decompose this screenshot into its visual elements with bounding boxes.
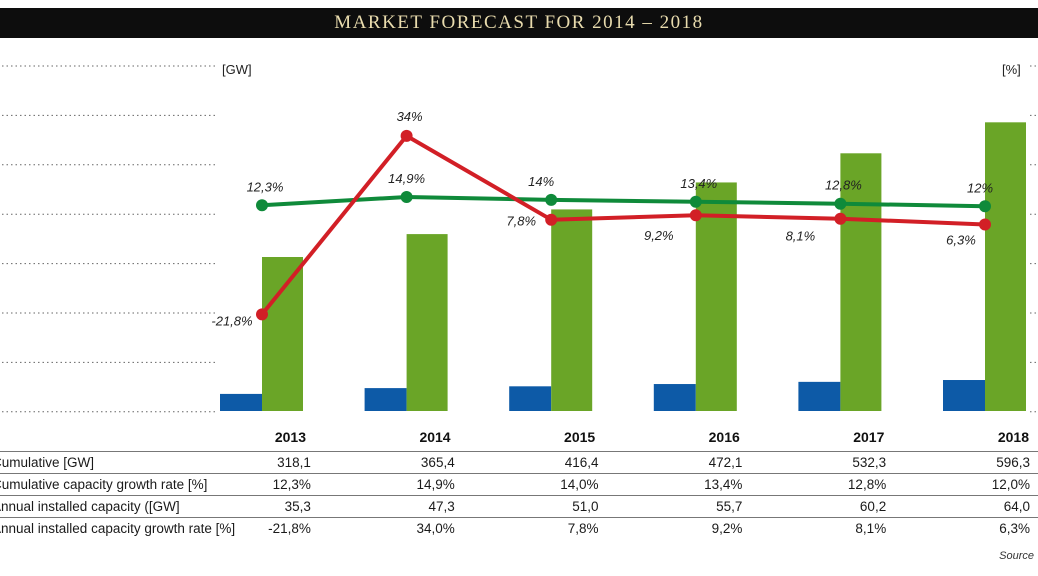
table-cell-pad	[1030, 517, 1038, 539]
bar-cumulative-2013	[262, 257, 303, 411]
point-annual_growth-2016	[689, 209, 702, 222]
point-cumulative_growth-2013	[256, 199, 268, 212]
point-annual_growth-2018	[979, 218, 991, 231]
right-gridlines	[1030, 65, 1038, 413]
x-tick-2018: 2018	[998, 429, 1029, 445]
bar-annual-2018	[943, 380, 985, 411]
table-cell: 6,3%	[886, 517, 1031, 539]
bar-cumulative-2018	[985, 122, 1026, 412]
table-row-label: Annual installed capacity growth rate [%…	[0, 517, 236, 539]
table-cell: 472,1	[598, 451, 743, 474]
table-cell-pad	[1030, 473, 1038, 496]
bar-series	[220, 122, 1026, 412]
line-cumulative_growth	[261, 194, 986, 209]
bar-cumulative-2017	[840, 153, 882, 411]
table-cell: 64,0	[886, 495, 1031, 518]
table-cell: 7,8%	[454, 517, 599, 539]
line-series: 12,3% 14,9% 14% 13,4% 12,8% 12% -21,8% 34% 7,8% 9…	[211, 109, 993, 329]
bar-annual-2017	[798, 381, 841, 411]
table-cell: 13,4%	[598, 473, 743, 496]
point-annual_growth-2014	[400, 129, 413, 142]
table-cell: 8,1%	[742, 517, 887, 539]
left-gridlines	[2, 65, 215, 413]
point-annual_growth-2015	[545, 213, 558, 226]
table-row-label: Cumulative capacity growth rate [%]	[0, 473, 236, 496]
chart-title: MARKET FORECAST FOR 2014 – 2018	[334, 12, 704, 33]
table-cell-pad	[1030, 451, 1038, 474]
bar-annual-2015	[509, 386, 552, 411]
point-cumulative_growth-2018	[979, 200, 991, 213]
table-cell: 14,0%	[454, 473, 599, 496]
x-tick-2013: 2013	[275, 429, 306, 445]
table-cell: -21,8%	[235, 517, 311, 539]
right-axis-unit: [%]	[1002, 62, 1021, 77]
table-cell: 55,7	[598, 495, 743, 518]
line-annual_growth	[260, 133, 986, 316]
table-cell: 596,3	[886, 451, 1031, 474]
point-annual_growth-2017	[834, 212, 847, 225]
x-axis-ticks: 2013 2014 2015 2016 2017 2018	[275, 429, 1029, 445]
label-annual_growth-2016: 9,2%	[644, 228, 674, 243]
table-cell: 318,1	[235, 451, 311, 474]
point-annual_growth-2013	[256, 308, 268, 321]
label-annual_growth-2017: 8,1%	[786, 229, 816, 244]
label-cumulative_growth-2015: 14%	[528, 174, 554, 189]
label-annual_growth-2014: 34%	[397, 109, 423, 124]
table-cell: 14,9%	[310, 473, 455, 496]
table-cell: 34,0%	[310, 517, 455, 539]
bar-annual-2014	[364, 388, 407, 411]
combo-chart: [GW] [%] 12,3% 14,9% 14% 13,4% 12,8% 12% -21,8…	[2, 62, 1038, 445]
table-cell: 47,3	[310, 495, 455, 518]
table-cell: 416,4	[454, 451, 599, 474]
bar-annual-2016	[653, 384, 696, 411]
table-cell: 9,2%	[598, 517, 743, 539]
x-tick-2014: 2014	[419, 429, 450, 445]
table-cell: 35,3	[235, 495, 311, 518]
table-cell: 51,0	[454, 495, 599, 518]
label-cumulative_growth-2014: 14,9%	[388, 171, 425, 186]
label-annual_growth-2018: 6,3%	[946, 233, 976, 248]
label-cumulative_growth-2018: 12%	[967, 180, 993, 195]
table-cell: 12,3%	[235, 473, 311, 496]
label-annual_growth-2013: -21,8%	[211, 313, 252, 328]
source-note: Source	[999, 550, 1034, 562]
table-cell: 12,8%	[742, 473, 887, 496]
label-cumulative_growth-2013: 12,3%	[247, 179, 284, 194]
table-row: Annual installed capacity ([GW] 35,3 47,3 5…	[0, 495, 1038, 518]
label-cumulative_growth-2017: 12,8%	[825, 178, 862, 193]
bar-cumulative-2015	[551, 209, 593, 411]
table-row: Cumulative capacity growth rate [%] 12,3%…	[0, 473, 1038, 496]
table-cell-pad	[1030, 495, 1038, 518]
table-row: Annual installed capacity growth rate [%…	[0, 517, 1038, 539]
table-cell: 12,0%	[886, 473, 1031, 496]
left-axis-unit: [GW]	[222, 62, 252, 77]
point-cumulative_growth-2014	[400, 190, 413, 203]
point-cumulative_growth-2015	[545, 193, 558, 206]
x-tick-2016: 2016	[709, 429, 740, 445]
table-cell: 60,2	[742, 495, 887, 518]
x-tick-2017: 2017	[853, 429, 884, 445]
bar-annual-2013	[220, 393, 262, 411]
bar-cumulative-2016	[695, 182, 737, 411]
bar-cumulative-2014	[406, 234, 448, 411]
chart-title-bar: MARKET FORECAST FOR 2014 – 2018	[0, 8, 1038, 38]
table-cell: 532,3	[742, 451, 887, 474]
label-annual_growth-2015: 7,8%	[506, 214, 536, 229]
label-cumulative_growth-2016: 13,4%	[680, 176, 717, 191]
point-cumulative_growth-2016	[689, 195, 702, 208]
x-tick-2015: 2015	[564, 429, 595, 445]
table-row: Cumulative [GW] 318,1 365,4 416,4 472,1 532,3…	[0, 451, 1038, 474]
table-cell: 365,4	[310, 451, 455, 474]
forecast-data-table: Cumulative [GW] 318,1 365,4 416,4 472,1 532,3…	[0, 451, 1038, 539]
table-row-label: Cumulative [GW]	[0, 451, 236, 474]
table-row-label: Annual installed capacity ([GW]	[0, 495, 236, 518]
point-cumulative_growth-2017	[834, 197, 847, 210]
